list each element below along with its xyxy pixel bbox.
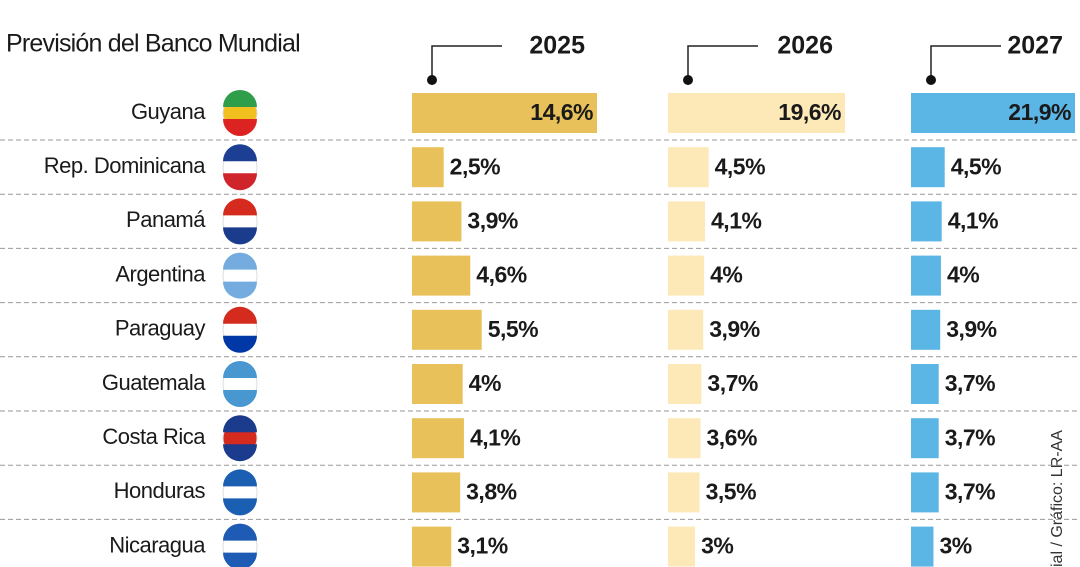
value-label: 4,1% [711,207,761,233]
bar [412,93,597,133]
bar [911,201,942,242]
value-label: 21,9% [1008,99,1071,125]
bar [668,418,701,459]
header-connector [687,45,758,80]
bar [412,255,471,296]
value-label: 3,6% [707,424,757,450]
series-label: 2025 [529,32,585,60]
bar [668,255,705,296]
category-label: Honduras [114,478,206,503]
bar [412,309,482,350]
value-label: 4% [710,262,742,288]
bar [911,255,941,296]
bar [412,201,462,242]
bar [911,147,945,188]
category-label: Panamá [126,207,206,232]
flag [223,119,257,136]
bar [911,418,939,459]
bar [412,472,461,513]
bar [668,93,845,133]
value-label: 3,7% [945,424,995,450]
value-label: 4,6% [476,262,526,288]
flag [223,252,257,270]
value-label: 2,5% [450,153,500,179]
header-connector [431,45,502,80]
bar [412,147,444,188]
bar [911,472,939,513]
header-dot [926,75,936,85]
bar [911,364,939,404]
bar [412,364,463,404]
flag [223,90,257,107]
flag [223,469,257,487]
value-label: 3,7% [945,478,995,504]
bar [668,309,704,350]
category-label: Nicaragua [109,532,206,557]
bar [668,364,702,404]
series-label: 2026 [777,32,833,60]
header-dot [683,75,693,85]
flag [223,335,257,353]
category-label: Paraguay [115,316,206,341]
bar [668,147,709,188]
value-label: 3% [701,533,733,559]
flag [223,444,257,462]
flag [223,306,257,324]
flag [223,498,257,516]
bar [911,526,934,567]
category-label: Argentina [115,261,206,286]
value-label: 4,5% [951,153,1001,179]
value-label: 3,1% [457,533,507,559]
value-label: 3% [939,533,971,559]
value-label: 3,9% [709,316,759,342]
flag [223,415,257,433]
header-dot [427,75,437,85]
flag [223,144,257,162]
bar [412,418,464,459]
value-label: 3,9% [467,207,517,233]
value-label: 3,8% [466,478,516,504]
flag [223,227,257,245]
flag [223,281,257,299]
bar [412,526,452,567]
category-label: Guatemala [102,370,206,395]
bar [668,472,700,513]
value-label: 5,5% [488,316,538,342]
bar [911,309,941,350]
value-label: 14,6% [530,99,593,125]
series-label: 2027 [1007,32,1063,60]
value-label: 19,6% [778,99,841,125]
source: ial / Gráfico: LR-AA [1049,430,1066,567]
flag [223,361,257,378]
bar [668,526,696,567]
value-label: 3,5% [706,478,756,504]
value-label: 3,7% [945,370,995,396]
value-label: 3,9% [946,316,996,342]
bar [668,201,706,242]
flag [223,198,257,216]
category-label: Rep. Dominicana [44,153,207,178]
value-label: 4% [469,370,501,396]
value-label: 4,1% [470,424,520,450]
flag [223,390,257,407]
bar [911,93,1075,133]
value-label: 4% [947,262,979,288]
value-label: 4,5% [715,153,765,179]
chart-title: Previsión del Banco Mundial [6,30,300,58]
flag [223,523,257,541]
flag [223,173,257,191]
flag [223,552,257,567]
category-label: Costa Rica [102,424,206,449]
value-label: 3,7% [707,370,757,396]
category-label: Guyana [131,99,206,124]
value-label: 4,1% [948,207,998,233]
header-connector [930,45,1001,80]
